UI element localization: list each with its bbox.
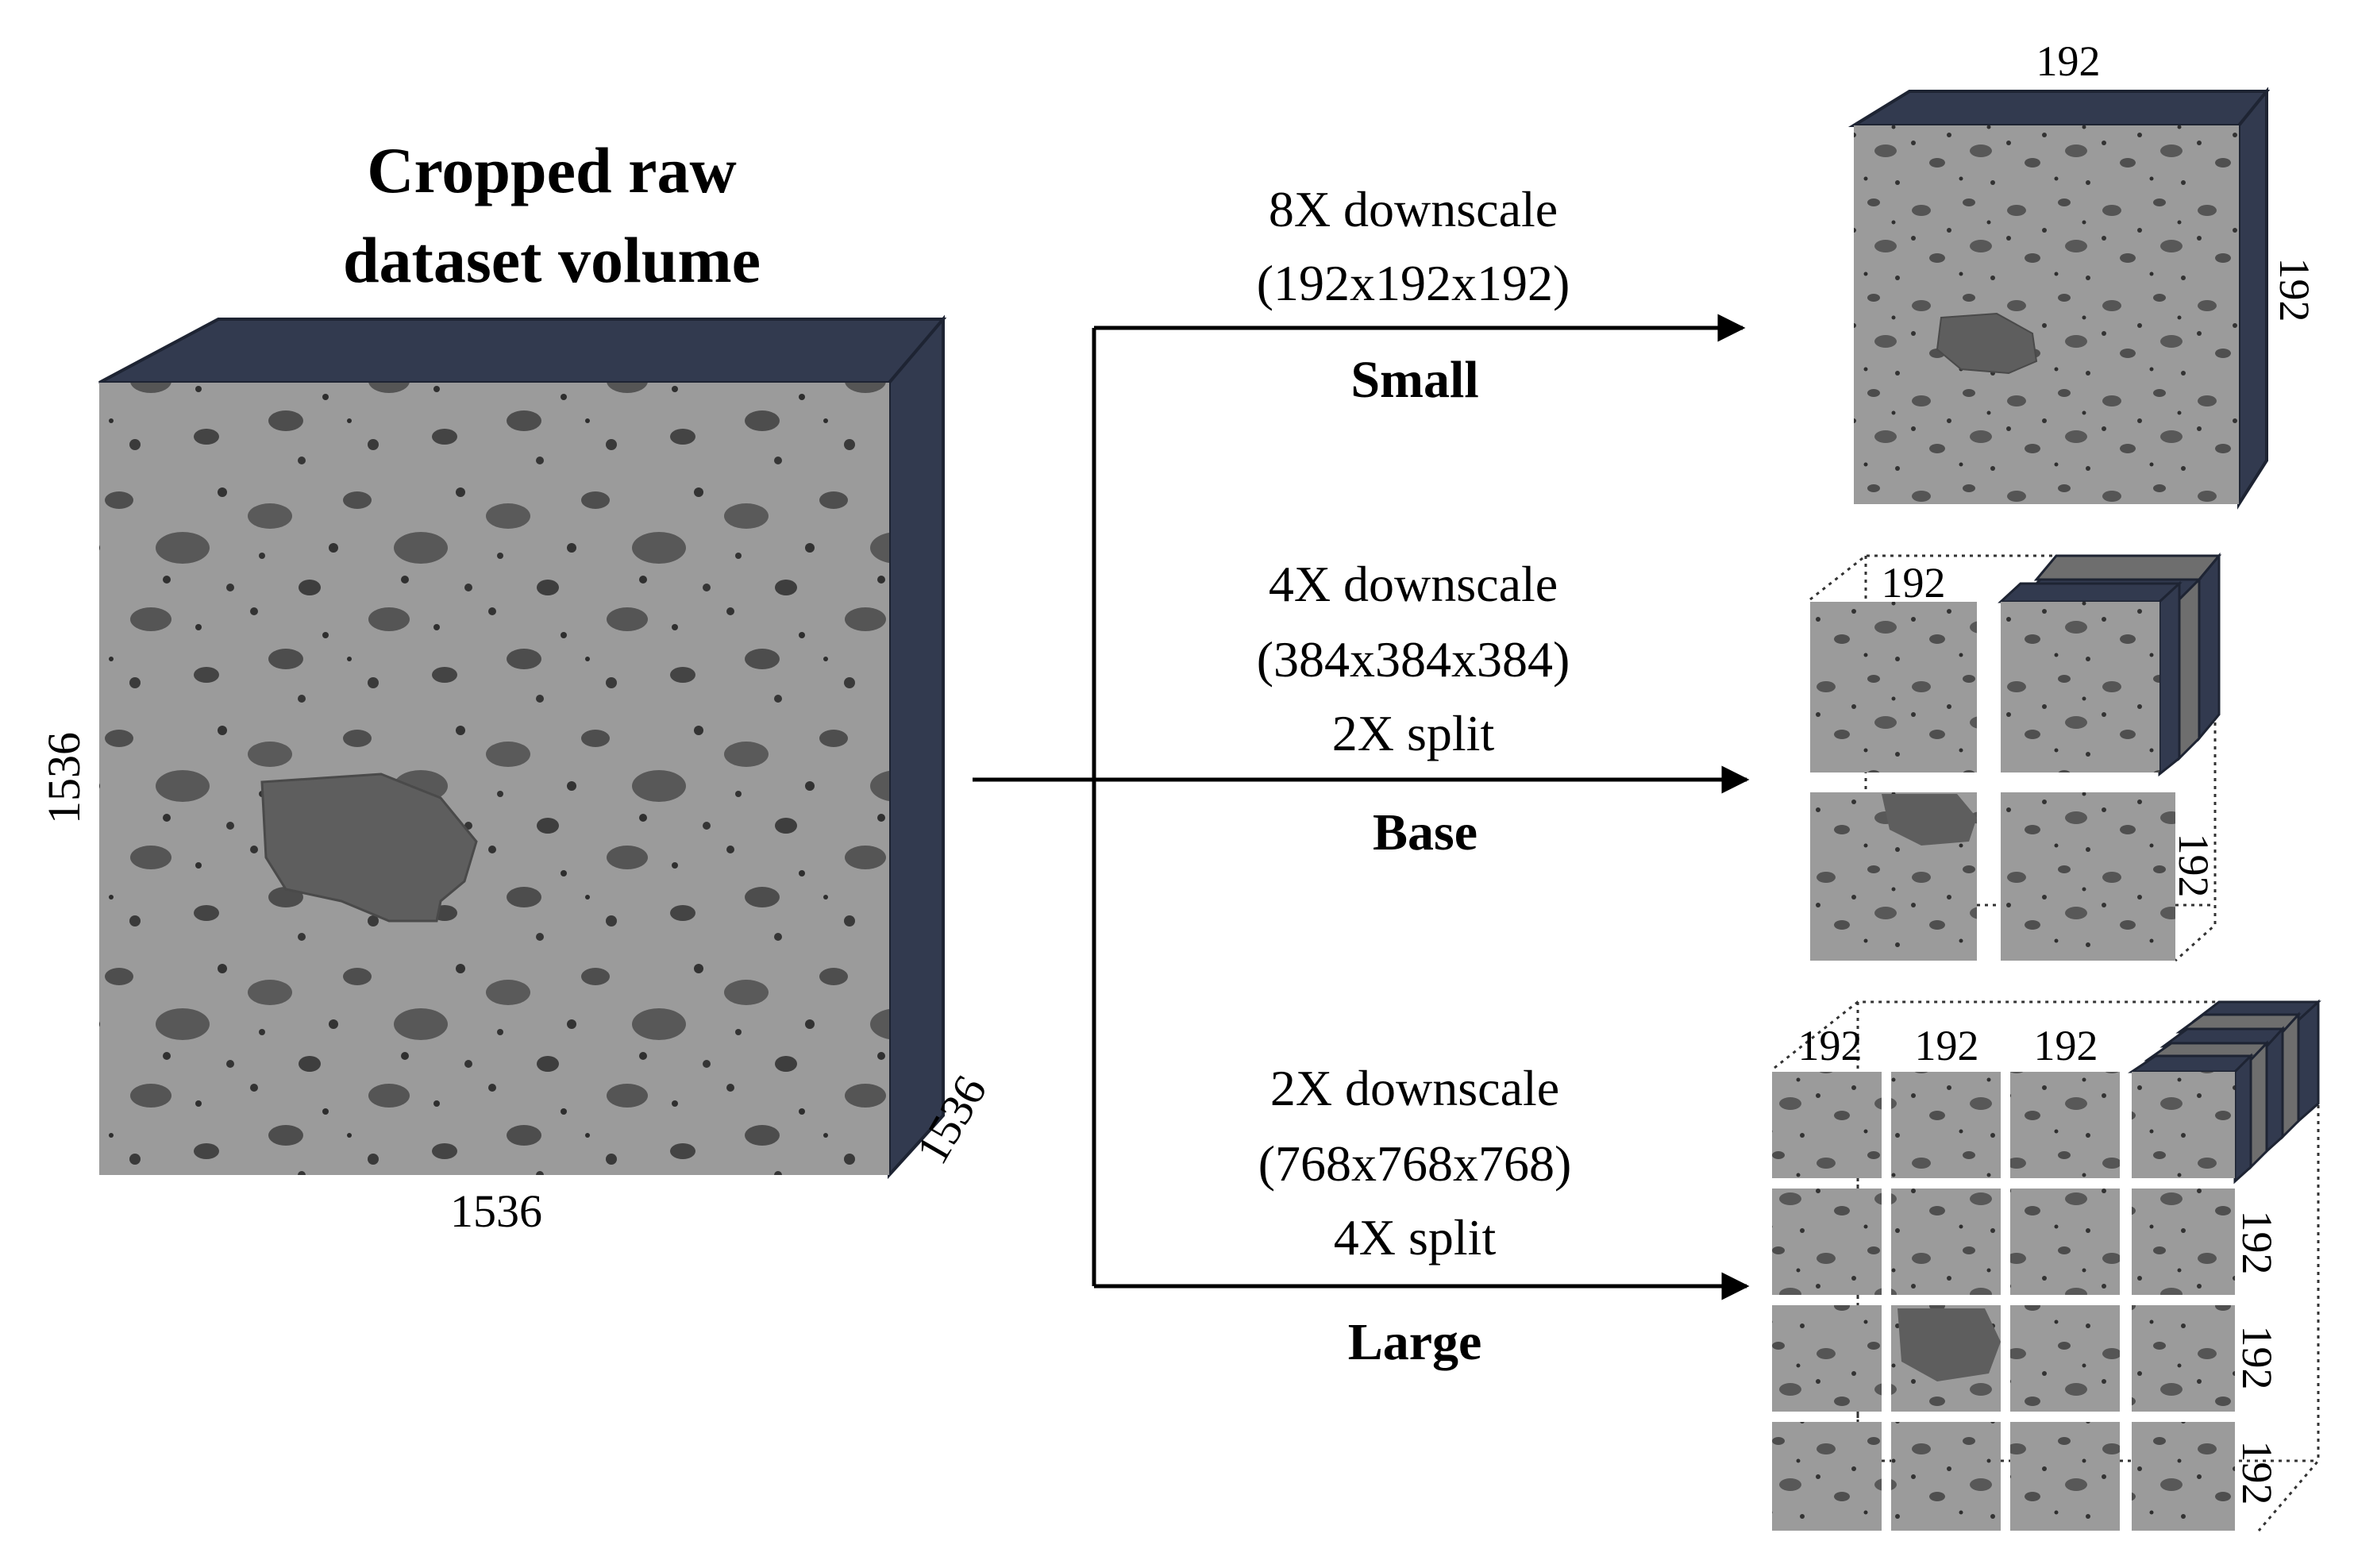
large-tile-r2c2: [1891, 1189, 2001, 1295]
large-model-label: Large: [1348, 1313, 1482, 1371]
large-desc-line-3: 4X split: [1334, 1209, 1497, 1266]
small-cube-side-dim: 192: [2271, 258, 2318, 322]
large-tile-r4c3: [2010, 1422, 2120, 1531]
small-cube-top-dim: 192: [2036, 37, 2101, 85]
large-cube-top-dim-1: 192: [1798, 1022, 1863, 1069]
base-tile-4: [2001, 792, 2175, 961]
large-tile-r2c4: [2132, 1189, 2235, 1295]
main-title-line-1: Cropped raw: [367, 134, 736, 206]
small-cube-top-face: [1847, 90, 2271, 127]
small-cube-large-pore: [1936, 312, 2038, 375]
large-tile-r1c4: [2132, 1072, 2235, 1178]
small-desc-line-2: (192x192x192): [1257, 255, 1570, 311]
large-tile-r1c2: [1891, 1072, 2001, 1178]
base-tile-3-pore: [1882, 794, 1977, 846]
raw-cube-front-face: [99, 383, 889, 1175]
large-tile-r4c2: [1891, 1422, 2001, 1531]
base-desc-line-3: 2X split: [1332, 705, 1495, 761]
base-tile-2: [2001, 602, 2159, 772]
large-tile-r4c4: [2132, 1422, 2235, 1531]
base-desc-line-1: 4X downscale: [1269, 556, 1558, 612]
main-title-line-2: dataset volume: [343, 224, 761, 296]
large-cube-top-dim-2: 192: [1915, 1022, 1979, 1069]
small-cube: [1847, 87, 2271, 510]
raw-volume-cube: [98, 314, 947, 1180]
large-cube-side-dim-1: 192: [2233, 1211, 2281, 1275]
raw-cube-top-face: [98, 318, 947, 384]
base-cube-side-dim: 192: [2170, 834, 2217, 898]
large-tile-r4c1: [1772, 1422, 1882, 1531]
large-cube-slabs: [2128, 999, 2321, 1185]
base-cube-slabs: [1998, 552, 2222, 777]
large-tile-r3c1: [1772, 1305, 1882, 1412]
large-desc-line-1: 2X downscale: [1270, 1060, 1559, 1116]
large-cube: [1772, 999, 2321, 1531]
large-tile-r2c1: [1772, 1189, 1882, 1295]
small-cube-front-face: [1854, 125, 2239, 504]
base-cube-top-dim: 192: [1882, 559, 1946, 607]
large-tile-r1c1: [1772, 1072, 1882, 1178]
large-tile-r2c3: [2010, 1189, 2120, 1295]
branch-connectors: [973, 314, 1750, 1300]
large-desc-line-2: (768x768x768): [1258, 1135, 1572, 1192]
small-desc-line-1: 8X downscale: [1269, 181, 1558, 237]
large-cube-side-dim-2: 192: [2233, 1326, 2281, 1390]
raw-cube-side-face: [888, 314, 945, 1180]
large-cube-side-dim-3: 192: [2233, 1441, 2281, 1505]
large-tile-r3c2-pore: [1897, 1308, 2001, 1381]
base-model-label: Base: [1373, 803, 1478, 861]
large-cube-tiles: [1772, 1072, 2235, 1531]
large-tile-r3c3: [2010, 1305, 2120, 1412]
raw-dim-bottom: 1536: [450, 1185, 542, 1237]
large-tile-r3c4: [2132, 1305, 2235, 1412]
base-cube: [1809, 552, 2222, 962]
base-tile-1: [1810, 602, 1977, 772]
raw-dim-left: 1536: [38, 732, 90, 824]
large-cube-top-dim-3: 192: [2034, 1022, 2098, 1069]
raw-cube-large-pore: [260, 772, 478, 923]
small-model-label: Small: [1350, 351, 1478, 409]
base-desc-line-2: (384x384x384): [1257, 631, 1570, 688]
small-cube-side-face: [2237, 87, 2268, 510]
large-tile-r1c3: [2010, 1072, 2120, 1178]
